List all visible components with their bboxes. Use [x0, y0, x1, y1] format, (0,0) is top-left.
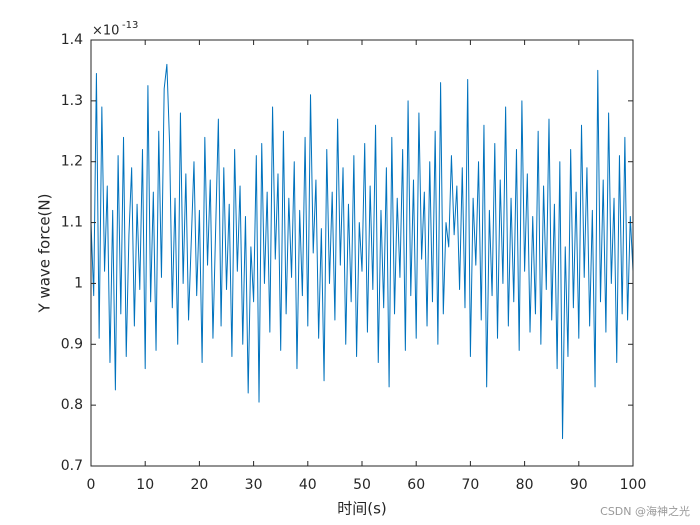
x-tick-label: 30 — [245, 477, 263, 493]
y-tick-label: 0.7 — [61, 458, 83, 474]
x-tick-label: 0 — [87, 477, 96, 493]
x-tick-label: 100 — [620, 477, 647, 493]
data-line — [90, 63, 634, 440]
x-tick-label: 60 — [407, 477, 425, 493]
watermark: CSDN @海神之光 — [600, 504, 690, 518]
y-tick-label: 1.1 — [61, 215, 83, 231]
y-tick-label: 1.3 — [61, 93, 83, 109]
y-exponent-base: ×10 — [92, 24, 119, 39]
x-axis-label: 时间(s) — [337, 500, 387, 518]
x-tick-label: 20 — [190, 477, 208, 493]
x-tick-label: 90 — [570, 477, 588, 493]
y-axis-label: Y wave force(N) — [36, 194, 54, 314]
y-tick-label: 1 — [74, 275, 83, 291]
y-tick-label: 1.2 — [61, 154, 83, 170]
y-tick-label: 0.8 — [61, 397, 83, 413]
x-tick-label: 80 — [516, 477, 534, 493]
x-tick-label: 10 — [136, 477, 154, 493]
y-tick-label: 0.9 — [61, 336, 83, 352]
x-tick-label: 70 — [461, 477, 479, 493]
y-tick-label: 1.4 — [61, 32, 83, 48]
x-tick-label: 50 — [353, 477, 371, 493]
x-tick-label: 40 — [299, 477, 317, 493]
y-exponent: -13 — [122, 20, 138, 31]
